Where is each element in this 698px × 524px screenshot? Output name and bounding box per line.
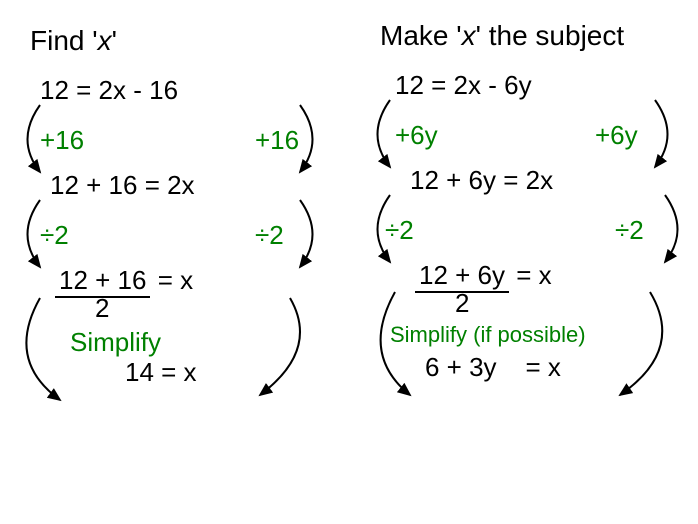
right-step3: 12 + 6y = x 2 Simplify (if possible) 6 +… [380,260,698,375]
left-eq2: 12 + 16 = 2x [50,170,195,201]
left-eq3-after: = x [150,265,193,295]
heading-pre: Find ' [30,25,98,56]
left-simplify: Simplify [70,327,161,358]
heading-post-r: ' the subject [476,20,625,51]
right-heading: Make 'x' the subject [380,20,698,52]
left-eq3-bot: 2 [95,293,109,324]
right-op1a: +6y [395,120,438,151]
left-eq1: 12 = 2x - 16 [40,75,178,106]
heading-post: ' [112,25,117,56]
right-column: Make 'x' the subject 12 = 2x - 6y +6y +6… [380,20,698,375]
right-simplify: Simplify (if possible) [390,322,586,348]
right-eq1: 12 = 2x - 6y [395,70,532,101]
right-eq3-bot: 2 [455,288,469,319]
right-eq3-after: = x [509,260,552,290]
left-step3: 12 + 16 = x 2 Simplify 14 = x [30,265,350,380]
right-op2b: ÷2 [615,215,644,246]
left-step2: 12 + 16 = 2x ÷2 ÷2 [30,170,350,265]
right-eq3: 12 + 6y = x [415,260,552,293]
left-op1b: +16 [255,125,299,156]
heading-var-r: x [462,20,476,51]
right-op1b: +6y [595,120,638,151]
left-eq3: 12 + 16 = x [55,265,193,298]
right-step2: 12 + 6y = 2x ÷2 ÷2 [380,165,698,260]
right-eq4: 6 + 3y = x [425,352,561,383]
left-column: Find 'x' 12 = 2x - 16 +16 +16 12 + 16 = … [30,25,350,380]
left-op1a: +16 [40,125,84,156]
heading-pre-r: Make ' [380,20,462,51]
left-step1: 12 = 2x - 16 +16 +16 [30,75,350,170]
heading-var: x [98,25,112,56]
left-eq4: 14 = x [125,357,197,388]
right-op2a: ÷2 [385,215,414,246]
left-heading: Find 'x' [30,25,350,57]
left-op2b: ÷2 [255,220,284,251]
right-step1: 12 = 2x - 6y +6y +6y [380,70,698,165]
left-op2a: ÷2 [40,220,69,251]
right-eq2: 12 + 6y = 2x [410,165,553,196]
